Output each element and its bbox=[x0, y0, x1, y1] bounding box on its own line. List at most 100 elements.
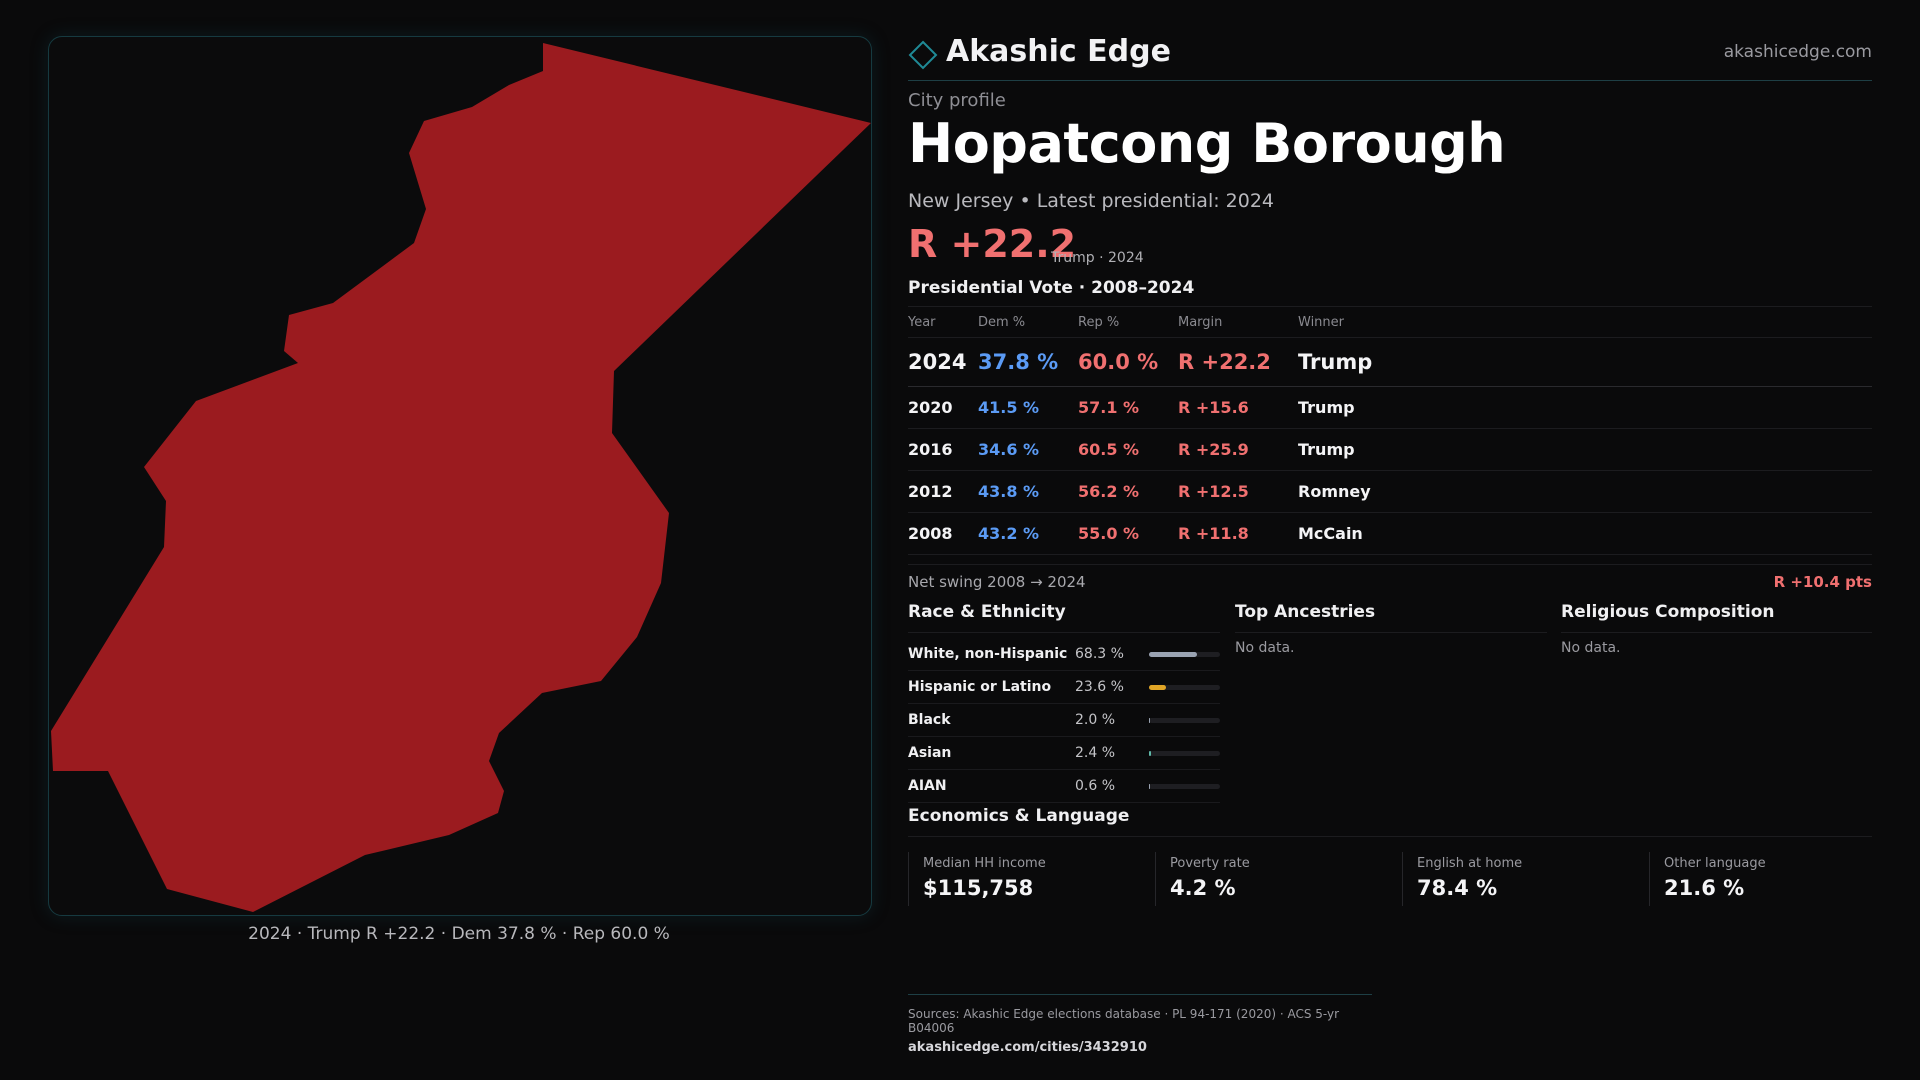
footer-permalink[interactable]: akashicedge.com/cities/3432910 bbox=[908, 1040, 1147, 1055]
stat-poverty-rate: Poverty rate 4.2 % bbox=[1155, 852, 1388, 906]
race-label: White, non-Hispanic bbox=[908, 646, 1068, 662]
stat-english-at-home: English at home 78.4 % bbox=[1402, 852, 1635, 906]
row-year: 2016 bbox=[908, 428, 978, 471]
race-label: Asian bbox=[908, 745, 952, 761]
presidential-vote-table: Year Dem % Rep % Margin Winner 2024 37.8… bbox=[908, 306, 1872, 555]
table-row: 2008 43.2 % 55.0 % R +11.8 McCain bbox=[908, 512, 1872, 555]
race-percent: 2.0 % bbox=[1075, 712, 1116, 728]
stat-label: Median HH income bbox=[923, 856, 1046, 871]
row-winner: McCain bbox=[1298, 512, 1872, 555]
row-rep: 60.5 % bbox=[1078, 428, 1178, 471]
stat-value: $115,758 bbox=[923, 876, 1034, 900]
row-dem: 34.6 % bbox=[978, 428, 1078, 471]
race-percent: 2.4 % bbox=[1075, 745, 1116, 761]
row-year: 2020 bbox=[908, 386, 978, 429]
religious-composition-title: Religious Composition bbox=[1561, 602, 1872, 633]
row-rep: 55.0 % bbox=[1078, 512, 1178, 555]
row-winner: Trump bbox=[1298, 428, 1872, 471]
net-swing-label: Net swing 2008 → 2024 bbox=[908, 573, 1086, 591]
stat-label: English at home bbox=[1417, 856, 1523, 871]
race-bar-track bbox=[1149, 718, 1220, 723]
brand-name[interactable]: Akashic Edge bbox=[946, 34, 1171, 69]
row-year: 2012 bbox=[908, 470, 978, 513]
row-margin: R +11.8 bbox=[1178, 512, 1298, 555]
row-winner: Romney bbox=[1298, 470, 1872, 513]
race-label: Hispanic or Latino bbox=[908, 679, 1052, 695]
race-row: Hispanic or Latino 23.6 % bbox=[908, 671, 1220, 704]
diamond-logo-icon bbox=[908, 40, 938, 70]
stat-value: 78.4 % bbox=[1417, 876, 1498, 900]
stat-other-language: Other language 21.6 % bbox=[1649, 852, 1882, 906]
col-winner: Winner bbox=[1298, 306, 1872, 338]
row-dem: 43.8 % bbox=[978, 470, 1078, 513]
race-bar-fill bbox=[1149, 784, 1151, 789]
race-percent: 23.6 % bbox=[1075, 679, 1124, 695]
race-label: AIAN bbox=[908, 778, 947, 794]
row-margin: R +22.2 bbox=[1178, 337, 1298, 387]
row-rep: 56.2 % bbox=[1078, 470, 1178, 513]
row-rep: 60.0 % bbox=[1078, 337, 1178, 387]
row-winner: Trump bbox=[1298, 386, 1872, 429]
stat-label: Poverty rate bbox=[1170, 856, 1250, 871]
stat-median-income: Median HH income $115,758 bbox=[908, 852, 1141, 906]
race-bar-track bbox=[1149, 784, 1220, 789]
race-row: AIAN 0.6 % bbox=[908, 770, 1220, 803]
race-row: Black 2.0 % bbox=[908, 704, 1220, 737]
row-rep: 57.1 % bbox=[1078, 386, 1178, 429]
presidential-vote-title: Presidential Vote · 2008–2024 bbox=[908, 278, 1195, 298]
race-bar-fill bbox=[1149, 751, 1151, 756]
row-dem: 37.8 % bbox=[978, 337, 1078, 387]
row-dem: 43.2 % bbox=[978, 512, 1078, 555]
stat-value: 4.2 % bbox=[1170, 876, 1236, 900]
net-swing-row: Net swing 2008 → 2024 R +10.4 pts bbox=[908, 564, 1872, 593]
race-ethnicity-title: Race & Ethnicity bbox=[908, 602, 1220, 633]
race-row: Asian 2.4 % bbox=[908, 737, 1220, 770]
top-ancestries-title: Top Ancestries bbox=[1235, 602, 1547, 633]
stat-value: 21.6 % bbox=[1664, 876, 1745, 900]
footer-sources: Sources: Akashic Edge elections database… bbox=[908, 1007, 1340, 1035]
row-year: 2008 bbox=[908, 512, 978, 555]
table-row: 2020 41.5 % 57.1 % R +15.6 Trump bbox=[908, 386, 1872, 429]
stat-label: Other language bbox=[1664, 856, 1766, 871]
map-caption: 2024 · Trump R +22.2 · Dem 37.8 % · Rep … bbox=[248, 924, 670, 944]
page-title: Hopatcong Borough bbox=[908, 112, 1506, 175]
col-margin: Margin bbox=[1178, 306, 1298, 338]
race-bar-fill bbox=[1149, 652, 1198, 657]
row-margin: R +25.9 bbox=[1178, 428, 1298, 471]
race-bar-fill bbox=[1149, 718, 1151, 723]
headline-margin: R +22.2 bbox=[908, 222, 1077, 266]
row-winner: Trump bbox=[1298, 337, 1872, 387]
row-margin: R +15.6 bbox=[1178, 386, 1298, 429]
city-boundary-map[interactable] bbox=[49, 37, 871, 915]
religion-empty-text: No data. bbox=[1561, 640, 1621, 656]
table-row: 2016 34.6 % 60.5 % R +25.9 Trump bbox=[908, 428, 1872, 471]
race-label: Black bbox=[908, 712, 951, 728]
headline-note: Trump · 2024 bbox=[1051, 250, 1144, 266]
economics-stats: Median HH income $115,758 Poverty rate 4… bbox=[908, 852, 1872, 906]
net-swing-value: R +10.4 pts bbox=[1773, 573, 1872, 591]
table-row: 2024 37.8 % 60.0 % R +22.2 Trump bbox=[908, 337, 1872, 387]
row-margin: R +12.5 bbox=[1178, 470, 1298, 513]
map-panel[interactable] bbox=[48, 36, 872, 916]
ancestries-empty-text: No data. bbox=[1235, 640, 1295, 656]
row-year: 2024 bbox=[908, 337, 978, 387]
economics-language-title: Economics & Language bbox=[908, 806, 1872, 837]
city-boundary-shape[interactable] bbox=[51, 43, 871, 912]
col-year: Year bbox=[908, 306, 978, 338]
page-eyebrow: City profile bbox=[908, 90, 1006, 111]
race-bar-track bbox=[1149, 685, 1220, 690]
race-bar-fill bbox=[1149, 685, 1166, 690]
row-dem: 41.5 % bbox=[978, 386, 1078, 429]
table-row: 2012 43.8 % 56.2 % R +12.5 Romney bbox=[908, 470, 1872, 513]
race-bar-track bbox=[1149, 751, 1220, 756]
city-subtitle: New Jersey • Latest presidential: 2024 bbox=[908, 190, 1275, 212]
brand-url-link[interactable]: akashicedge.com bbox=[1723, 42, 1872, 62]
race-row: White, non-Hispanic 68.3 % bbox=[908, 638, 1220, 671]
race-ethnicity-list: White, non-Hispanic 68.3 % Hispanic or L… bbox=[908, 638, 1220, 803]
brand-header: Akashic Edge akashicedge.com bbox=[908, 30, 1872, 81]
race-percent: 0.6 % bbox=[1075, 778, 1116, 794]
col-dem: Dem % bbox=[978, 306, 1078, 338]
race-percent: 68.3 % bbox=[1075, 646, 1124, 662]
page-footer: Sources: Akashic Edge elections database… bbox=[908, 994, 1372, 1055]
race-bar-track bbox=[1149, 652, 1220, 657]
